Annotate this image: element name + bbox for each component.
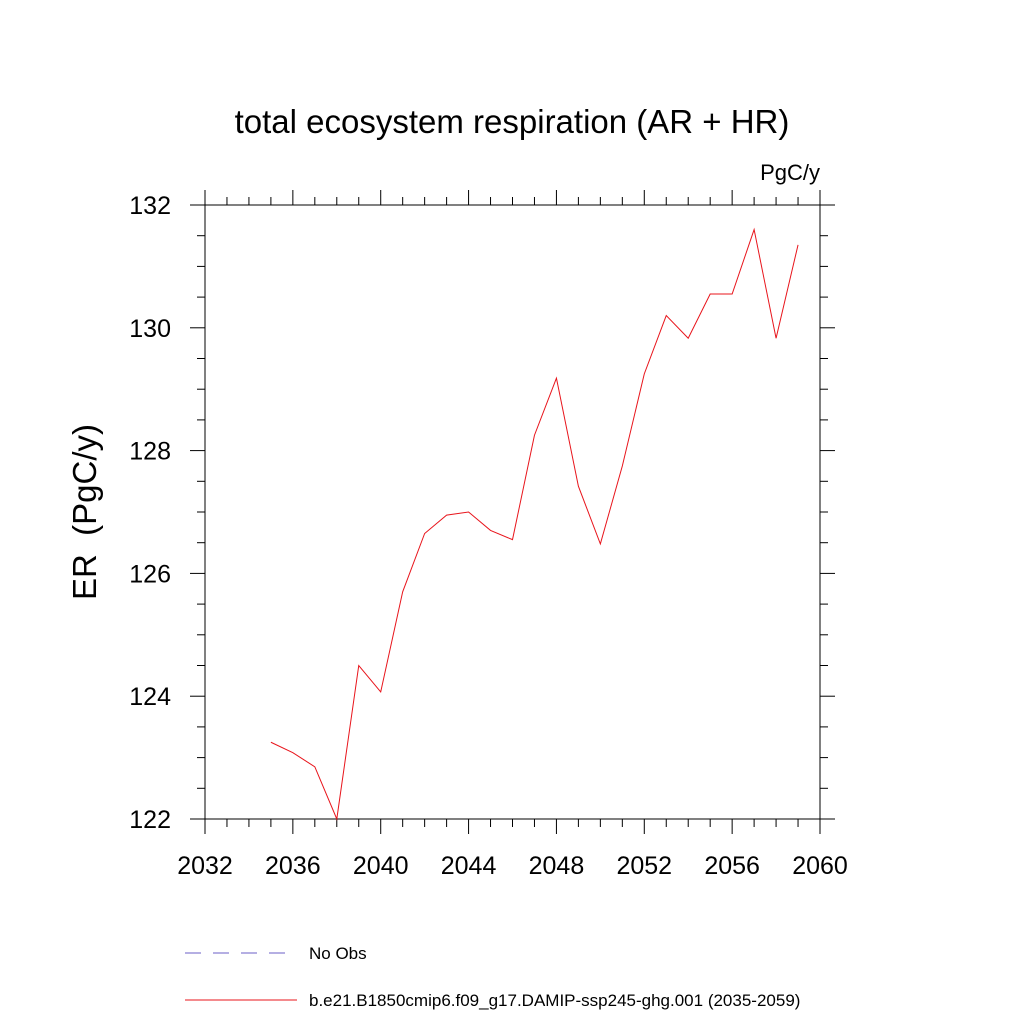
series-line-1 [270,227,799,821]
series-layer [270,227,799,821]
y-axis-label: ER (PgC/y) [66,424,103,600]
y-tick-labels: 122 124 126 128 130 132 [129,192,171,834]
plot-frame [204,204,821,820]
x-tick-label: 2032 [177,852,233,880]
legend: No Obs b.e21.B1850cmip6.f09_g17.DAMIP-ss… [185,944,800,1010]
x-tick-label: 2052 [616,852,672,880]
units-label: PgC/y [760,160,820,185]
minor-ticks [197,197,828,827]
x-tick-label: 2056 [704,852,760,880]
x-tick-label: 2036 [265,852,321,880]
chart-title: total ecosystem respiration (AR + HR) [235,103,790,140]
y-tick-label: 122 [129,806,171,834]
y-tick-label: 126 [129,560,171,588]
legend-label-model-run: b.e21.B1850cmip6.f09_g17.DAMIP-ssp245-gh… [309,991,800,1010]
y-tick-label: 132 [129,192,171,220]
y-tick-label: 128 [129,438,171,466]
legend-label-no-obs: No Obs [309,944,367,963]
x-tick-labels: 2032 2036 2040 2044 2048 2052 2056 2060 [177,852,848,880]
x-tick-label: 2060 [792,852,848,880]
x-tick-label: 2044 [441,852,497,880]
major-ticks [190,190,835,834]
y-tick-label: 124 [129,683,171,711]
x-tick-label: 2040 [353,852,409,880]
x-tick-label: 2048 [529,852,585,880]
y-tick-label: 130 [129,315,171,343]
